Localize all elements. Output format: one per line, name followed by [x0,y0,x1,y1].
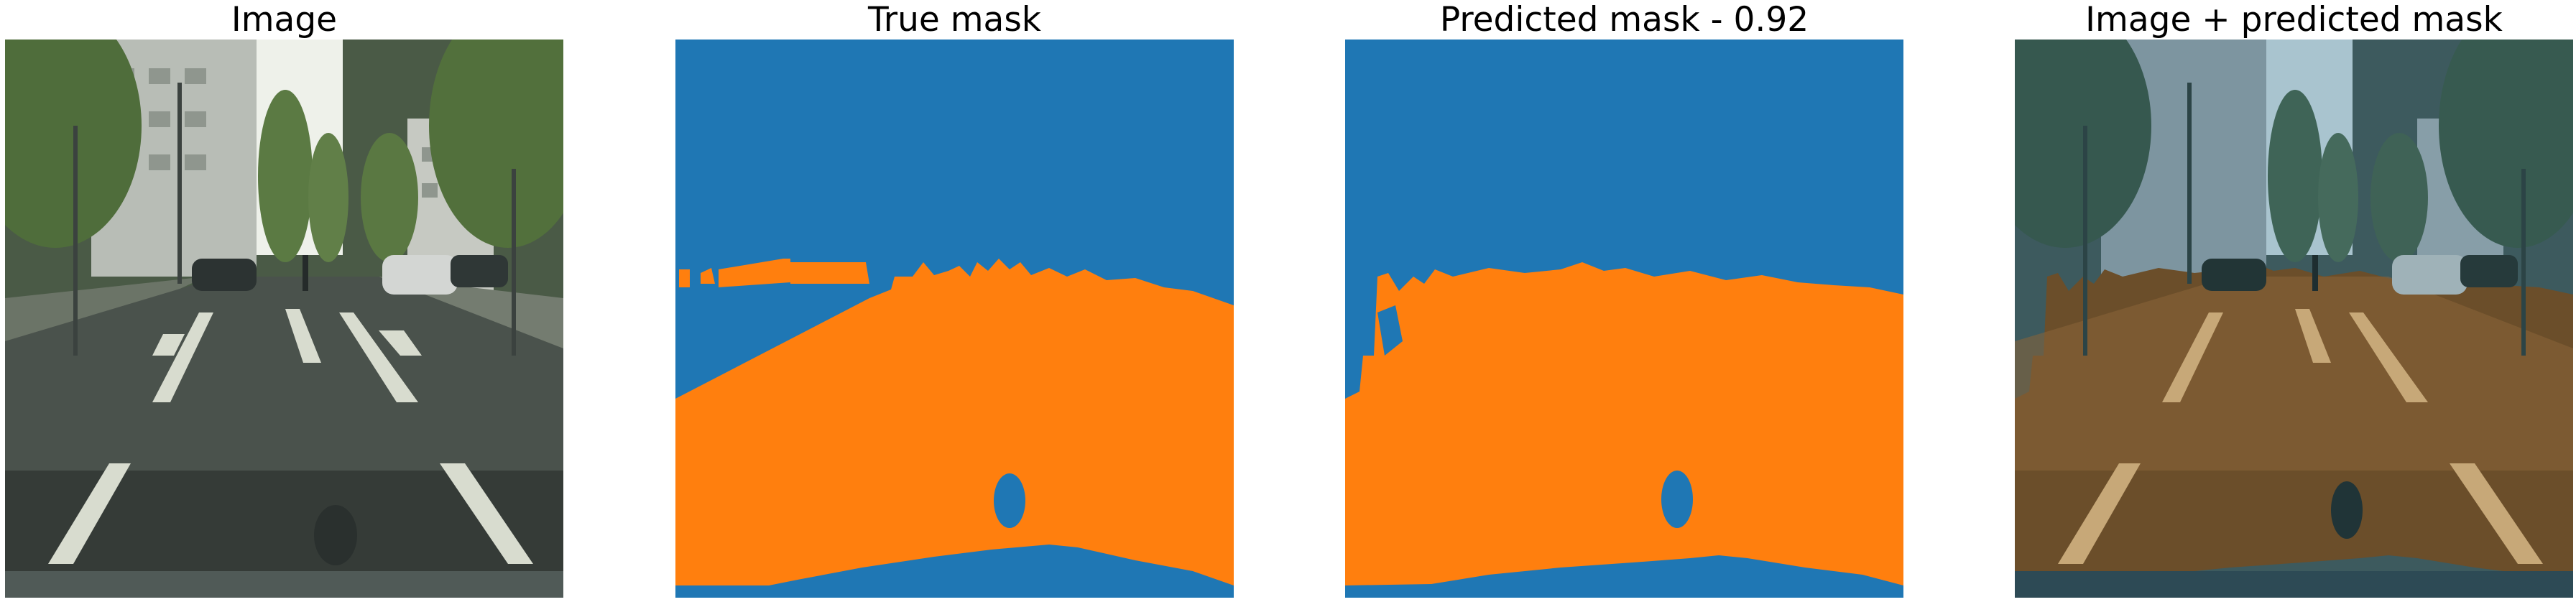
panel-title-predicted-mask: Predicted mask - 0.92 [1439,0,1809,40]
road-region-left-flags [679,259,869,287]
overlay-image [2015,40,2573,598]
predicted-hood-ornament-region [1661,471,1693,528]
street-scene-photo [5,40,563,598]
predicted-road-region [1345,262,1903,585]
predicted-mask-image [1345,40,1903,598]
panel-image: Image [5,0,563,602]
panel-predicted-mask: Predicted mask - 0.92 [1345,0,1903,602]
panel-title-true-mask: True mask [867,0,1042,40]
road-region [675,259,1234,585]
panel-title-overlay: Image + predicted mask [2085,0,2503,40]
panel-true-mask: True mask [675,0,1234,602]
panel-title-image: Image [231,0,338,40]
panel-overlay: Image + predicted mask [2015,0,2573,602]
true-mask-image [675,40,1234,598]
hood-ornament-region [994,473,1025,528]
